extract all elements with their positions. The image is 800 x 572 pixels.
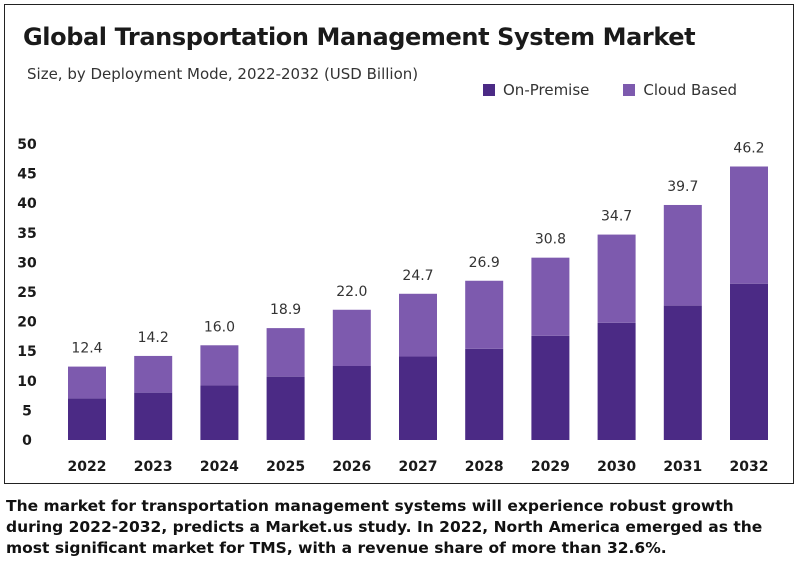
bar-cloud-based [332, 309, 371, 366]
bar-on-premise [597, 322, 636, 440]
bar-total-label: 14.2 [138, 330, 169, 346]
bar-total-label: 12.4 [71, 341, 102, 357]
y-tick-label: 15 [17, 344, 36, 360]
bar-on-premise [399, 356, 437, 440]
bar-cloud-based [68, 366, 106, 399]
y-tick-label: 45 [17, 167, 36, 183]
x-tick-label: 2027 [399, 459, 438, 475]
x-tick-label: 2030 [597, 459, 636, 475]
bar-total-label: 18.9 [270, 302, 301, 318]
y-tick-label: 50 [17, 137, 37, 153]
bar-on-premise [68, 398, 106, 440]
bar-cloud-based [730, 166, 768, 284]
bar-total-label: 22.0 [336, 284, 367, 300]
bar-cloud-based [399, 293, 437, 357]
bar-cloud-based [663, 204, 702, 306]
y-tick-label: 25 [17, 285, 36, 301]
x-tick-label: 2023 [134, 459, 173, 475]
bar-total-label: 34.7 [601, 209, 632, 225]
legend-item-on-premise: On-Premise [483, 81, 589, 99]
chart-subtitle: Size, by Deployment Mode, 2022-2032 (USD… [27, 65, 419, 83]
x-tick-label: 2028 [465, 459, 504, 475]
bar-on-premise [200, 385, 239, 440]
bar-on-premise [465, 348, 504, 440]
bar-cloud-based [134, 355, 173, 393]
x-tick-label: 2032 [730, 459, 769, 475]
bar-cloud-based [266, 328, 305, 377]
x-tick-label: 2026 [332, 459, 371, 475]
y-tick-label: 10 [17, 374, 37, 390]
y-tick-label: 20 [17, 315, 37, 331]
legend-label-cloud-based: Cloud Based [643, 81, 738, 99]
bar-on-premise [663, 305, 702, 440]
legend-item-cloud-based: Cloud Based [623, 81, 737, 99]
bar-total-label: 24.7 [402, 268, 433, 284]
bar-total-label: 30.8 [535, 232, 566, 248]
bar-total-label: 16.0 [204, 319, 235, 335]
bar-cloud-based [465, 280, 504, 349]
bar-cloud-based [597, 234, 636, 323]
bar-total-label: 39.7 [667, 179, 698, 195]
chart-frame: Global Transportation Management System … [4, 4, 794, 484]
legend-swatch-cloud-based [623, 84, 636, 96]
bar-cloud-based [200, 345, 239, 386]
bar-cloud-based [531, 257, 570, 336]
chart-title: Global Transportation Management System … [23, 23, 696, 51]
x-tick-label: 2022 [68, 459, 107, 475]
x-tick-label: 2031 [663, 459, 702, 475]
legend-swatch-on-premise [483, 84, 495, 96]
y-tick-label: 40 [17, 196, 37, 212]
y-tick-label: 35 [17, 226, 36, 242]
x-tick-label: 2025 [266, 459, 305, 475]
bar-on-premise [730, 283, 768, 440]
y-tick-label: 0 [22, 433, 32, 449]
y-tick-label: 5 [22, 403, 32, 419]
bar-total-label: 46.2 [733, 140, 764, 156]
x-tick-label: 2029 [531, 459, 570, 475]
bar-on-premise [531, 335, 570, 440]
legend-label-on-premise: On-Premise [503, 81, 590, 99]
chart-legend: On-Premise Cloud Based [483, 81, 737, 99]
y-tick-label: 30 [17, 255, 37, 271]
bar-on-premise [134, 392, 173, 440]
bar-chart: 0510152025303540455012.4202214.2202316.0… [17, 137, 769, 475]
bar-on-premise [332, 366, 371, 440]
bar-total-label: 26.9 [469, 255, 500, 271]
bar-on-premise [266, 376, 305, 440]
chart-caption: The market for transportation management… [6, 497, 763, 557]
x-tick-label: 2024 [200, 459, 239, 475]
